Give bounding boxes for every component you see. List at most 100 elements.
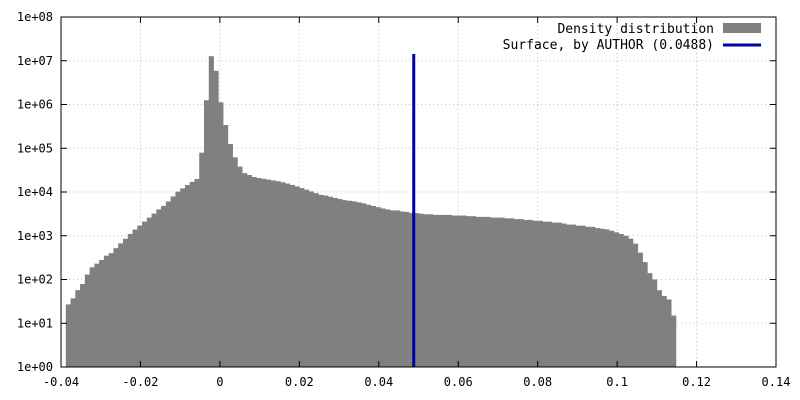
histogram-bar-48 (294, 186, 300, 367)
y-tick-label-1: 1e+01 (17, 316, 53, 330)
histogram-bar-97 (528, 219, 534, 367)
histogram-bar-3 (80, 283, 86, 367)
histogram-bar-74 (418, 213, 424, 367)
histogram-bar-106 (571, 224, 577, 367)
histogram-bar-26 (189, 181, 195, 367)
histogram-bar-44 (275, 181, 281, 367)
histogram-bar-62 (361, 203, 367, 367)
histogram-bar-98 (532, 220, 539, 367)
histogram-bar-7 (99, 259, 105, 367)
histogram-bar-86 (475, 216, 481, 367)
x-tick-label-1: -0.02 (122, 375, 158, 389)
histogram-bar-55 (327, 196, 334, 367)
histogram-bar-40 (256, 178, 262, 367)
histogram-bar-121 (642, 262, 648, 367)
histogram-bar-115 (613, 232, 620, 367)
y-tick-label-8: 1e+08 (17, 10, 53, 24)
histogram-bar-23 (175, 191, 181, 367)
histogram-bar-6 (94, 263, 100, 367)
histogram-bar-83 (461, 215, 467, 367)
histogram-bar-18 (151, 213, 157, 367)
y-tick-label-0: 1e+00 (17, 360, 53, 374)
histogram-bar-64 (370, 205, 376, 367)
histogram-bar-88 (485, 216, 491, 367)
histogram-bar-95 (518, 219, 524, 367)
histogram-bar-49 (299, 188, 305, 367)
histogram-bar-84 (466, 216, 472, 367)
histogram-bar-25 (184, 185, 191, 367)
histogram-bar-82 (456, 215, 462, 367)
histogram-bar-76 (428, 214, 434, 367)
x-tick-label-0: -0.04 (43, 375, 79, 389)
histogram-bar-100 (542, 221, 548, 367)
histogram-bar-78 (437, 214, 443, 367)
histogram-bar-47 (289, 184, 295, 367)
histogram-bar-51 (308, 191, 314, 367)
histogram-bar-38 (246, 174, 253, 367)
histogram-bar-45 (280, 182, 286, 367)
histogram-bar-32 (218, 102, 224, 367)
histogram-bar-28 (199, 152, 205, 367)
histogram-bar-123 (652, 279, 658, 367)
histogram-bar-11 (118, 243, 124, 367)
histogram-bar-24 (180, 188, 186, 367)
y-tick-label-5: 1e+05 (17, 141, 53, 155)
histogram-bar-4 (84, 274, 90, 367)
histogram-bar-99 (537, 220, 543, 367)
histogram-bar-103 (556, 222, 562, 367)
x-tick-label-8: 0.12 (682, 375, 711, 389)
histogram-bar-101 (547, 221, 553, 367)
histogram-bar-52 (313, 193, 319, 367)
histogram-bar-120 (637, 252, 643, 367)
histogram-bar-66 (380, 208, 386, 367)
histogram-bar-63 (366, 204, 372, 367)
histogram-bar-39 (251, 177, 257, 367)
x-tick-label-4: 0.04 (364, 375, 393, 389)
histogram-bar-57 (337, 199, 343, 367)
histogram-bar-37 (242, 173, 248, 367)
histogram-bar-59 (347, 200, 353, 367)
histogram-bar-72 (408, 213, 415, 367)
y-tick-label-4: 1e+04 (17, 185, 53, 199)
histogram-bar-20 (161, 205, 167, 367)
histogram-bar-91 (499, 217, 505, 367)
histogram-bar-42 (265, 179, 272, 367)
legend-label-density: Density distribution (557, 22, 714, 37)
histogram-bar-118 (628, 238, 634, 367)
histogram-bar-13 (127, 233, 133, 367)
histogram-bar-69 (394, 210, 400, 367)
histogram-bar-14 (132, 229, 138, 367)
histogram-bar-0 (65, 304, 71, 367)
histogram-bar-119 (633, 243, 639, 367)
histogram-bar-112 (599, 228, 605, 367)
histogram-bar-111 (594, 228, 600, 367)
histogram-bar-126 (666, 299, 672, 367)
histogram-bar-8 (103, 255, 110, 367)
histogram-bar-43 (270, 180, 276, 367)
histogram-bar-96 (523, 219, 529, 367)
tick-marks (60, 16, 777, 368)
histogram-bar-122 (647, 273, 653, 367)
histogram-bar-127 (671, 315, 677, 367)
histogram-bar-90 (494, 217, 500, 367)
histogram-bar-1 (70, 298, 76, 367)
histogram-bar-27 (194, 179, 200, 367)
histogram-bar-65 (375, 207, 381, 367)
histogram-bars (65, 56, 677, 368)
y-tick-label-2: 1e+02 (17, 273, 53, 287)
histogram-bar-77 (432, 214, 438, 367)
histogram-bar-19 (156, 209, 162, 367)
legend: Density distribution Surface, by AUTHOR … (503, 22, 761, 53)
histogram-bar-102 (551, 222, 558, 367)
histogram-bar-75 (423, 214, 429, 367)
histogram-bar-68 (389, 210, 396, 367)
y-tick-labels: 1e+00 1e+01 1e+02 1e+03 1e+04 1e+05 1e+06 1e+07… (17, 10, 53, 374)
histogram-bar-50 (304, 189, 310, 367)
histogram-bar-105 (566, 224, 572, 367)
histogram-bar-81 (451, 215, 457, 367)
histogram-bar-104 (561, 223, 567, 367)
x-tick-label-3: 0.02 (285, 375, 314, 389)
histogram-bar-67 (385, 209, 391, 367)
x-tick-labels: -0.04 -0.02 0 0.02 0.04 0.06 0.08 0.1 0.12 0.14 (43, 375, 791, 389)
